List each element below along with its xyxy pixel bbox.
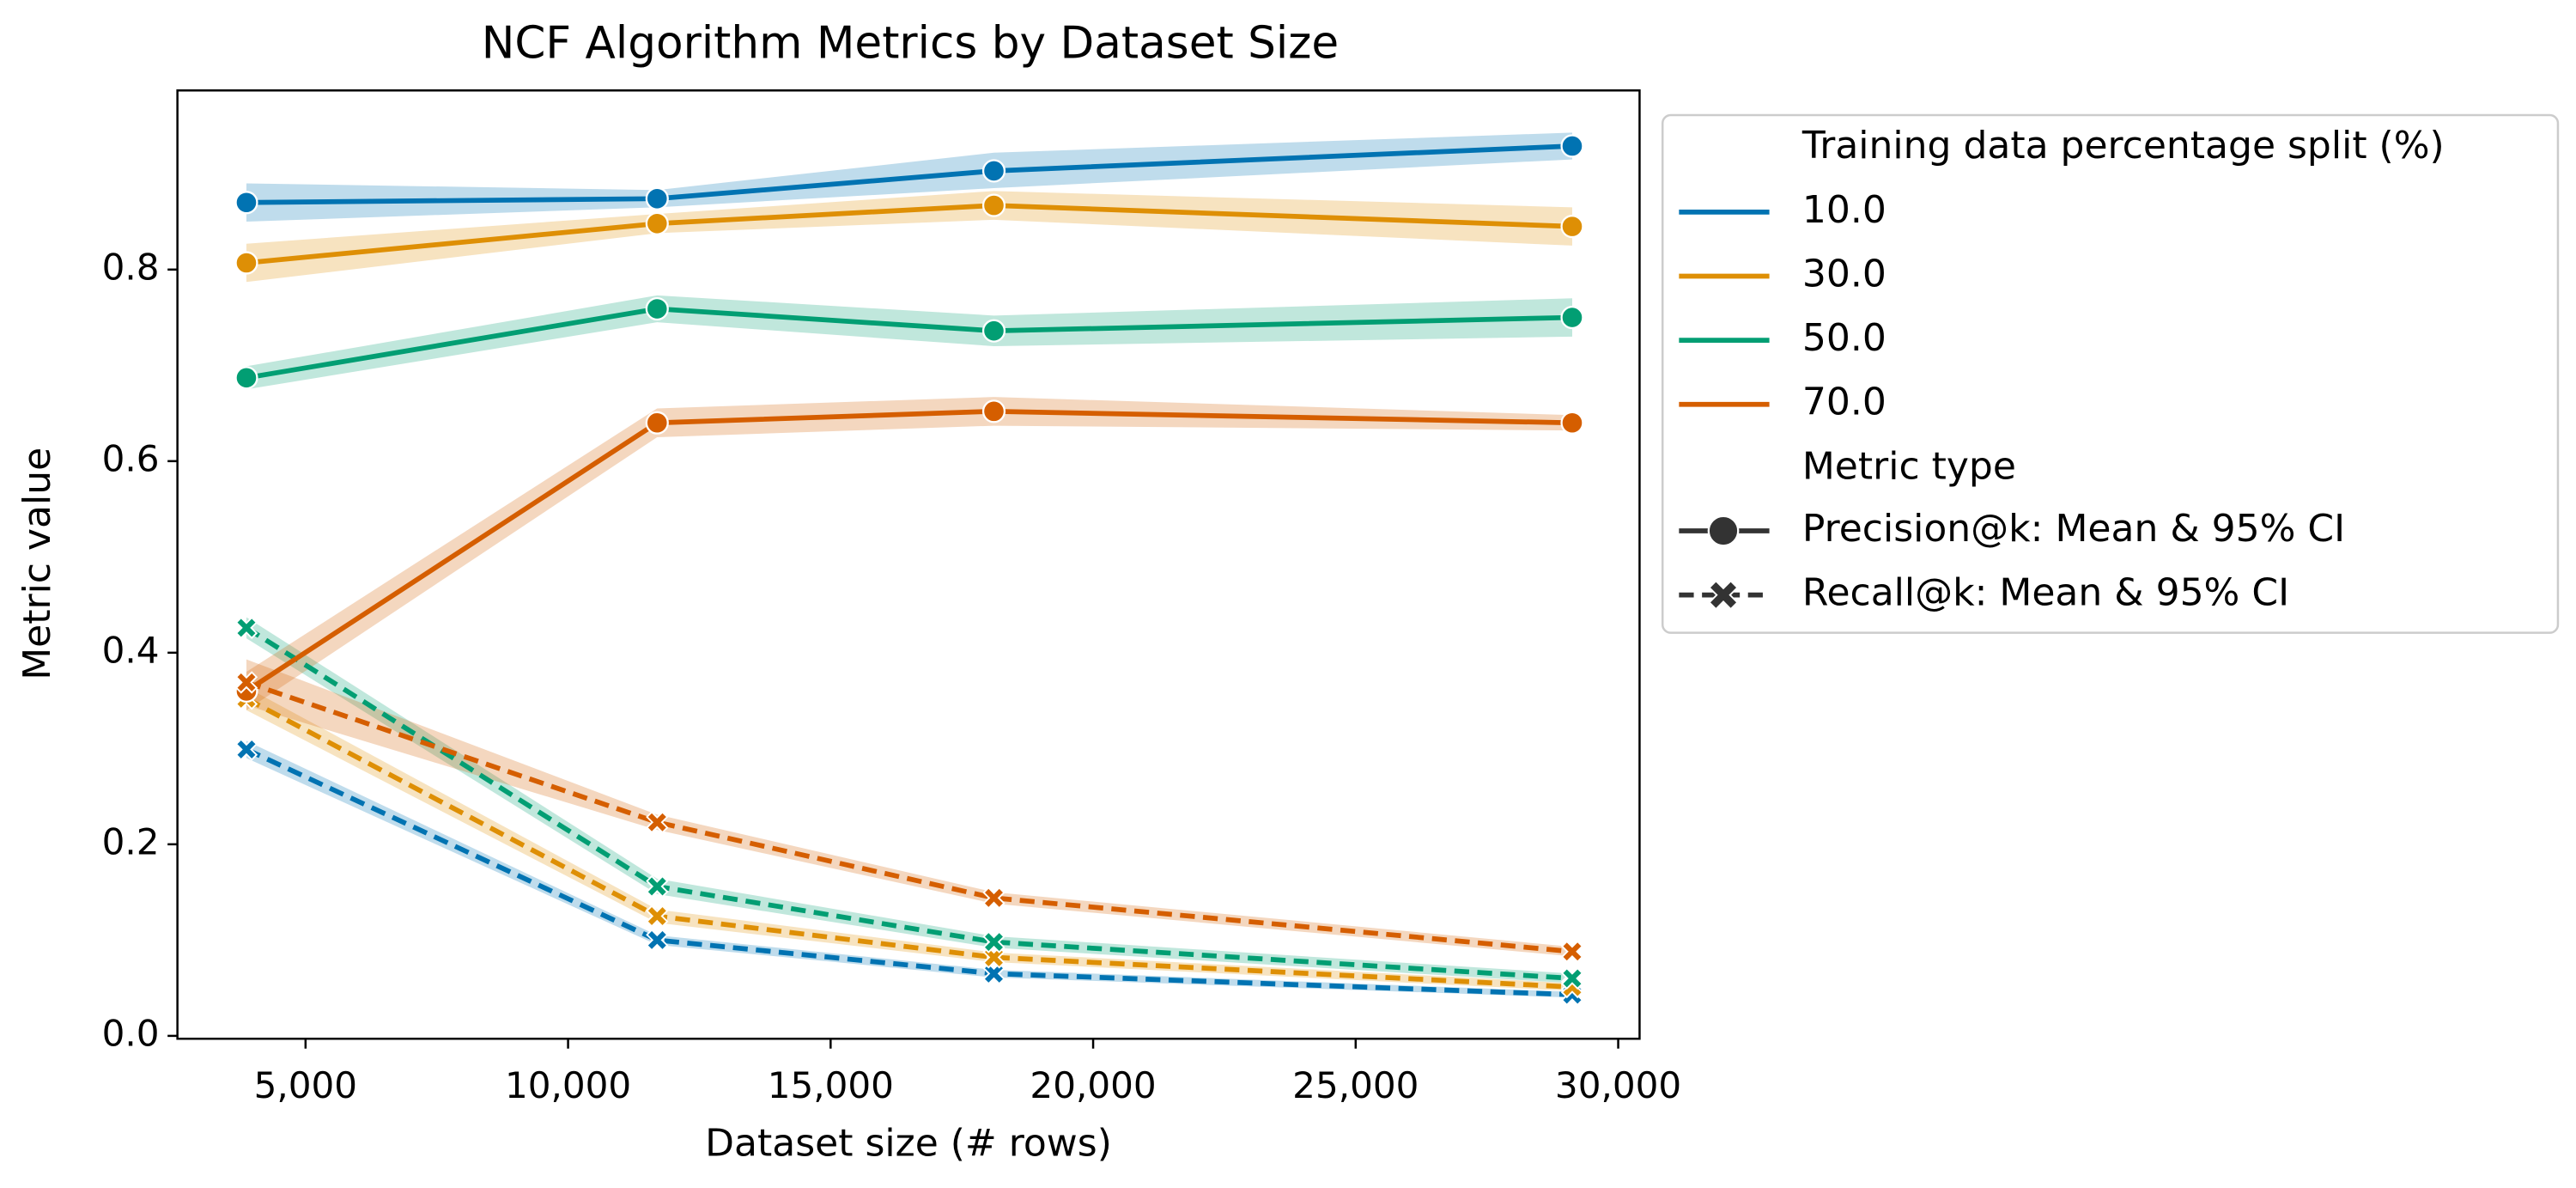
marker <box>981 399 1006 423</box>
marker <box>234 671 258 694</box>
plot-frame <box>176 89 1641 1040</box>
marker <box>1707 515 1740 547</box>
marker <box>1708 579 1739 611</box>
series-line <box>245 625 1573 981</box>
marker <box>645 411 669 435</box>
marker <box>981 159 1006 183</box>
marker <box>646 811 669 834</box>
legend-box <box>1661 113 2560 634</box>
x-tick-label: 30,000 <box>1555 1064 1681 1106</box>
marker <box>981 319 1006 343</box>
marker <box>1560 215 1584 239</box>
legend-subtitle: Metric type <box>1802 444 2016 488</box>
marker <box>646 929 669 952</box>
marker <box>645 296 669 321</box>
marker <box>982 930 1005 953</box>
x-tick-label: 20,000 <box>1030 1064 1156 1106</box>
y-tick-label: 0.0 <box>102 1012 160 1054</box>
marker <box>1560 134 1584 158</box>
marker <box>982 886 1005 910</box>
series-line <box>246 306 1573 381</box>
y-tick-label: 0.6 <box>102 437 160 479</box>
legend-label: 70.0 <box>1802 381 1886 424</box>
ci-band <box>246 397 1572 710</box>
marker <box>646 905 669 928</box>
legend-label: 50.0 <box>1802 316 1886 360</box>
y-axis-label: Metric value <box>15 448 59 680</box>
x-tick-label: 5,000 <box>254 1064 357 1106</box>
chart-title: NCF Algorithm Metrics by Dataset Size <box>482 18 1339 70</box>
legend-label: 30.0 <box>1802 252 1886 295</box>
marker <box>1560 940 1584 963</box>
series-line <box>246 203 1573 265</box>
marker <box>982 962 1005 985</box>
ci-band <box>246 740 1572 998</box>
marker <box>234 738 258 761</box>
marker <box>1560 411 1584 435</box>
x-tick-label: 10,000 <box>505 1064 631 1106</box>
marker <box>645 211 669 235</box>
legend-label: 10.0 <box>1802 188 1886 232</box>
ci-band <box>246 295 1572 390</box>
legend-title: Training data percentage split (%) <box>1801 124 2445 168</box>
marker <box>234 616 258 640</box>
legend-label: Precision@k: Mean & 95% CI <box>1802 507 2345 551</box>
marker <box>1560 966 1584 990</box>
marker <box>234 251 258 275</box>
marker <box>234 191 258 215</box>
x-tick-label: 25,000 <box>1292 1064 1419 1106</box>
y-tick-label: 0.8 <box>102 246 160 288</box>
series-line <box>245 408 1573 693</box>
y-tick-label: 0.4 <box>102 629 160 671</box>
marker <box>981 193 1006 217</box>
legend-label: Recall@k: Mean & 95% CI <box>1802 571 2289 615</box>
series-line <box>245 696 1573 990</box>
marker <box>645 186 669 210</box>
series-line <box>246 143 1573 205</box>
series-line <box>246 679 1573 954</box>
ci-band <box>246 617 1572 984</box>
marker <box>234 366 258 390</box>
series-line <box>245 746 1573 997</box>
x-tick-label: 15,000 <box>768 1064 894 1106</box>
x-axis-label: Dataset size (# rows) <box>705 1122 1112 1166</box>
marker <box>646 874 669 899</box>
marker <box>1560 305 1584 330</box>
y-tick-label: 0.2 <box>102 820 160 862</box>
